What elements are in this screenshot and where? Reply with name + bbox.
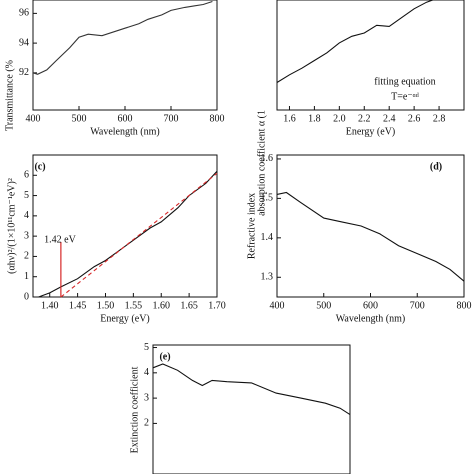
x-tick-label: 2.4: [383, 113, 396, 124]
x-axis-label: Wavelength (nm): [90, 126, 159, 137]
x-axis-label: Wavelength (nm): [336, 313, 405, 324]
x-tick-label: 1.50: [97, 300, 115, 311]
x-tick-label: 1.65: [180, 300, 198, 311]
panel-label: (c): [34, 161, 45, 172]
y-tick-label: 1.4: [261, 232, 274, 243]
y-tick-label: 4: [144, 367, 149, 378]
data-line: [38, 170, 218, 298]
y-tick-label: 5: [144, 342, 149, 353]
x-tick-label: 1.45: [69, 300, 87, 311]
y-axis-label: Extinction coefficient: [129, 366, 140, 453]
data-line: [60, 172, 218, 298]
y-tick-label: 0: [24, 291, 29, 302]
x-tick-label: 600: [118, 113, 133, 124]
panel-label: (e): [159, 351, 170, 362]
annotation: fitting equation: [374, 76, 435, 87]
x-tick-label: 600: [363, 300, 378, 311]
x-tick-label: 500: [72, 113, 87, 124]
plot-frame: [276, 154, 465, 298]
x-tick-label: 1.40: [41, 300, 59, 311]
y-tick-label: 5: [24, 190, 29, 201]
y-axis-label: Transmittance (%: [4, 60, 15, 131]
plot-frame: [32, 0, 218, 111]
x-tick-label: 800: [457, 300, 472, 311]
x-tick-label: 2.6: [408, 113, 421, 124]
x-axis-label: Energy (eV): [346, 126, 396, 137]
x-tick-label: 700: [410, 300, 425, 311]
y-tick-label: 3: [24, 230, 29, 241]
x-tick-label: 2.2: [358, 113, 371, 124]
y-tick-label: 1.6: [261, 153, 274, 164]
y-axis-label: absorption coefficient α (1: [256, 110, 267, 216]
x-tick-label: 800: [210, 113, 225, 124]
data-line: [276, 0, 433, 83]
y-tick-label: 6: [24, 170, 29, 181]
y-tick-label: 92: [19, 67, 29, 78]
data-line: [276, 191, 465, 282]
x-tick-label: 700: [164, 113, 179, 124]
x-tick-label: 400: [26, 113, 41, 124]
y-tick-label: 2: [144, 418, 149, 429]
x-tick-label: 500: [316, 300, 331, 311]
x-tick-label: 1.70: [208, 300, 226, 311]
data-line: [32, 0, 213, 75]
y-tick-label: 4: [24, 210, 29, 221]
plot-frame: [152, 344, 351, 474]
y-tick-label: 1.3: [261, 272, 274, 283]
y-tick-label: 94: [19, 37, 29, 48]
annotation: T=e⁻ᵅᵈ: [391, 91, 419, 102]
y-tick-label: 1: [24, 271, 29, 282]
y-tick-label: 1.5: [261, 193, 274, 204]
x-tick-label: 2.0: [333, 113, 346, 124]
y-axis-label: (αhν)²/(1×10¹¹cm⁻¹eV)²: [6, 178, 17, 274]
panel-label: (d): [430, 161, 442, 172]
x-tick-label: 1.60: [152, 300, 170, 311]
x-tick-label: 2.8: [433, 113, 446, 124]
y-tick-label: 96: [19, 8, 29, 19]
y-tick-label: 3: [144, 392, 149, 403]
plot-frame: [276, 0, 465, 111]
x-tick-label: 400: [270, 300, 285, 311]
x-tick-label: 1.55: [125, 300, 143, 311]
marker-label: 1.42 eV: [44, 234, 76, 245]
data-line: [152, 363, 351, 416]
x-axis-label: Energy (eV): [100, 313, 150, 324]
x-tick-label: 1.8: [308, 113, 321, 124]
x-tick-label: 1.6: [283, 113, 296, 124]
y-axis-label: Refractive index: [246, 193, 257, 259]
y-tick-label: 2: [24, 251, 29, 262]
plot-frame: [32, 154, 218, 298]
